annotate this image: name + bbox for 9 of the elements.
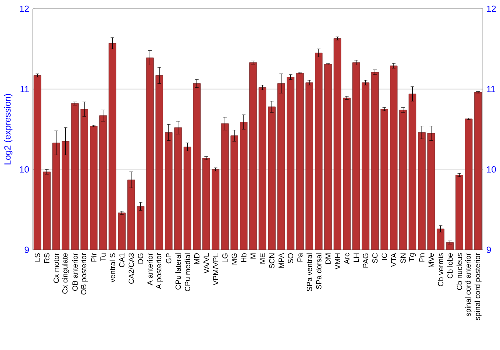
y2-tick-label: 9 [486, 246, 492, 254]
y-axis-title: Log2 (expression) [4, 94, 13, 165]
y2-tick-label: 12 [487, 6, 496, 12]
y2-tick-label: 11 [487, 86, 496, 92]
y-tick-label: 10 [20, 166, 30, 173]
y-tick-label: 11 [20, 86, 30, 92]
y-tick-label: 9 [24, 246, 30, 254]
y2-tick-label: 10 [487, 166, 496, 173]
y-tick-label: 12 [20, 6, 30, 12]
